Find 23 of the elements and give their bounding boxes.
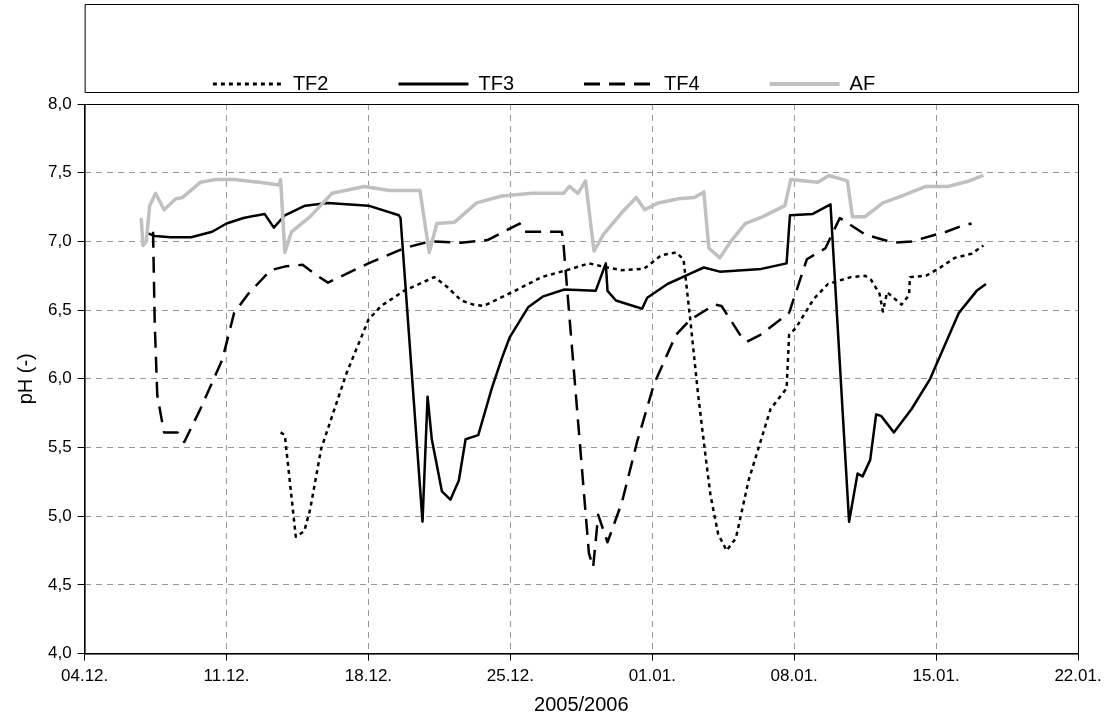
x-tick-label: 08.01.: [770, 666, 818, 686]
x-tick-label: 18.12.: [344, 666, 393, 686]
legend-label: TF4: [664, 71, 700, 94]
legend-label: TF2: [292, 71, 329, 94]
y-tick-label: 7,5: [47, 162, 72, 182]
x-axis-title: 2005/2006: [534, 692, 629, 715]
x-tick-label: 11.12.: [203, 666, 250, 686]
y-tick-label: 8,0: [47, 93, 72, 113]
x-tick-label: 01.01.: [628, 666, 676, 686]
y-tick-label: 7,0: [47, 231, 72, 251]
y-tick-label: 6,0: [47, 368, 72, 388]
y-tick-label: 4,5: [47, 574, 72, 594]
x-tick-label: 04.12.: [61, 666, 109, 686]
legend-label: TF3: [478, 71, 515, 94]
x-tick-label: 22.01.: [1054, 666, 1102, 686]
legend-label: AF: [849, 71, 876, 94]
y-tick-label: 6,5: [47, 299, 72, 319]
y-tick-label: 5,0: [47, 505, 72, 525]
y-tick-label: 4,0: [47, 643, 72, 663]
y-tick-label: 5,5: [47, 437, 72, 457]
y-axis-title: pH (-): [13, 353, 36, 405]
x-tick-label: 25.12.: [486, 666, 534, 686]
x-tick-label: 15.01.: [912, 666, 960, 686]
